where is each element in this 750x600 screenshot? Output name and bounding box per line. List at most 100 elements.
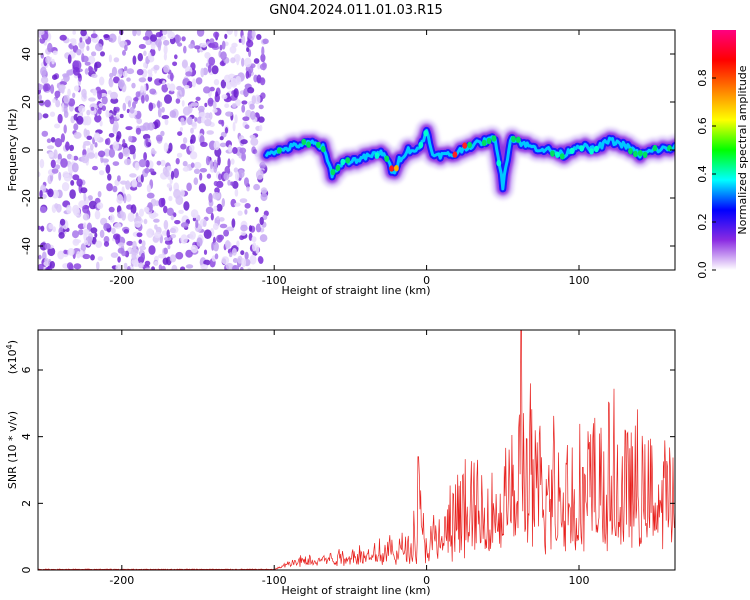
noise-blob <box>163 44 168 55</box>
noise-blob <box>73 123 79 131</box>
noise-blob <box>60 158 68 168</box>
noise-blob <box>219 223 228 229</box>
noise-blob <box>58 232 65 239</box>
noise-blob <box>164 94 172 104</box>
signal-peak <box>345 157 351 164</box>
noise-blob <box>230 181 234 186</box>
signal-peak <box>652 144 658 152</box>
noise-blob <box>237 169 245 179</box>
noise-blob <box>150 212 159 218</box>
noise-blob <box>52 50 58 56</box>
noise-blob <box>162 257 169 265</box>
y-tick-label: 2 <box>20 500 33 507</box>
noise-blob <box>240 266 244 270</box>
noise-blob <box>97 107 102 115</box>
noise-blob <box>119 30 124 36</box>
noise-blob <box>234 114 238 124</box>
noise-blob <box>175 98 181 104</box>
noise-blob <box>158 197 165 208</box>
signal-peak <box>277 147 282 154</box>
noise-blob <box>237 210 243 216</box>
noise-blob <box>109 214 115 223</box>
noise-blob <box>180 117 185 124</box>
noise-blob <box>133 97 139 102</box>
snr-y-axis-label: SNR (10 * v/v) <box>6 411 19 489</box>
noise-blob <box>190 162 195 168</box>
noise-blob <box>76 251 81 259</box>
colorbar-gradient <box>712 30 736 270</box>
noise-blob <box>149 88 157 95</box>
noise-blob <box>223 229 230 237</box>
noise-blob <box>170 170 175 180</box>
noise-blob <box>178 209 184 214</box>
noise-blob <box>93 132 101 142</box>
noise-blob <box>202 219 207 227</box>
noise-blob <box>214 253 219 260</box>
noise-blob <box>92 88 98 96</box>
noise-blob <box>175 158 180 165</box>
noise-blob <box>228 252 233 258</box>
noise-blob <box>220 79 227 89</box>
noise-blob <box>139 208 144 217</box>
noise-blob <box>190 244 198 254</box>
noise-blob <box>135 91 141 98</box>
noise-blob <box>126 266 131 270</box>
noise-blob <box>76 115 84 125</box>
noise-blob <box>71 162 79 173</box>
noise-blob <box>239 147 247 154</box>
noise-blob <box>208 112 213 120</box>
noise-blob <box>207 64 212 73</box>
noise-blob <box>163 247 168 255</box>
noise-blob <box>224 33 228 40</box>
noise-blob <box>241 35 246 45</box>
noise-blob <box>133 262 140 268</box>
noise-blob <box>194 45 201 50</box>
noise-blob <box>136 30 142 36</box>
y-tick-label: 0 <box>20 147 33 154</box>
noise-blob <box>251 95 256 105</box>
noise-blob <box>48 223 54 230</box>
noise-blob <box>234 202 241 207</box>
noise-blob <box>231 218 236 228</box>
noise-blob <box>231 248 237 256</box>
noise-blob <box>148 72 153 78</box>
noise-blob <box>190 102 199 107</box>
signal-peak <box>642 151 648 158</box>
noise-blob <box>82 143 86 150</box>
noise-blob <box>176 85 183 91</box>
noise-blob <box>197 105 205 112</box>
noise-blob <box>144 167 150 174</box>
noise-blob <box>49 261 55 269</box>
spectrogram-x-ticks: -200 -100 0 100 <box>109 30 589 287</box>
noise-blob <box>169 227 176 234</box>
noise-blob <box>119 113 124 119</box>
noise-blob <box>176 89 183 100</box>
noise-blob <box>130 204 137 215</box>
noise-blob <box>153 218 160 223</box>
noise-blob <box>184 84 190 89</box>
noise-blob <box>171 264 178 270</box>
noise-blob <box>62 171 70 178</box>
y-tick-label: 6 <box>20 367 33 374</box>
noise-blob <box>58 171 62 181</box>
noise-blob <box>78 105 86 113</box>
noise-blob <box>186 182 192 192</box>
noise-blob <box>101 105 106 112</box>
noise-blob <box>83 128 88 138</box>
noise-blob <box>206 130 214 135</box>
noise-blob <box>195 96 201 102</box>
noise-blob <box>195 219 199 229</box>
noise-blob <box>244 203 251 209</box>
noise-blob <box>61 182 70 192</box>
noise-blob <box>123 262 128 270</box>
noise-blob <box>72 174 80 181</box>
noise-blob <box>176 152 183 158</box>
noise-blob <box>96 261 100 270</box>
noise-blob <box>220 51 227 61</box>
noise-blob <box>41 130 49 137</box>
noise-blob <box>124 44 128 51</box>
noise-blob <box>70 155 75 161</box>
noise-blob <box>199 168 208 173</box>
colorbar-label: Normalized spectral amplitude <box>736 65 749 234</box>
noise-blob <box>212 192 221 200</box>
